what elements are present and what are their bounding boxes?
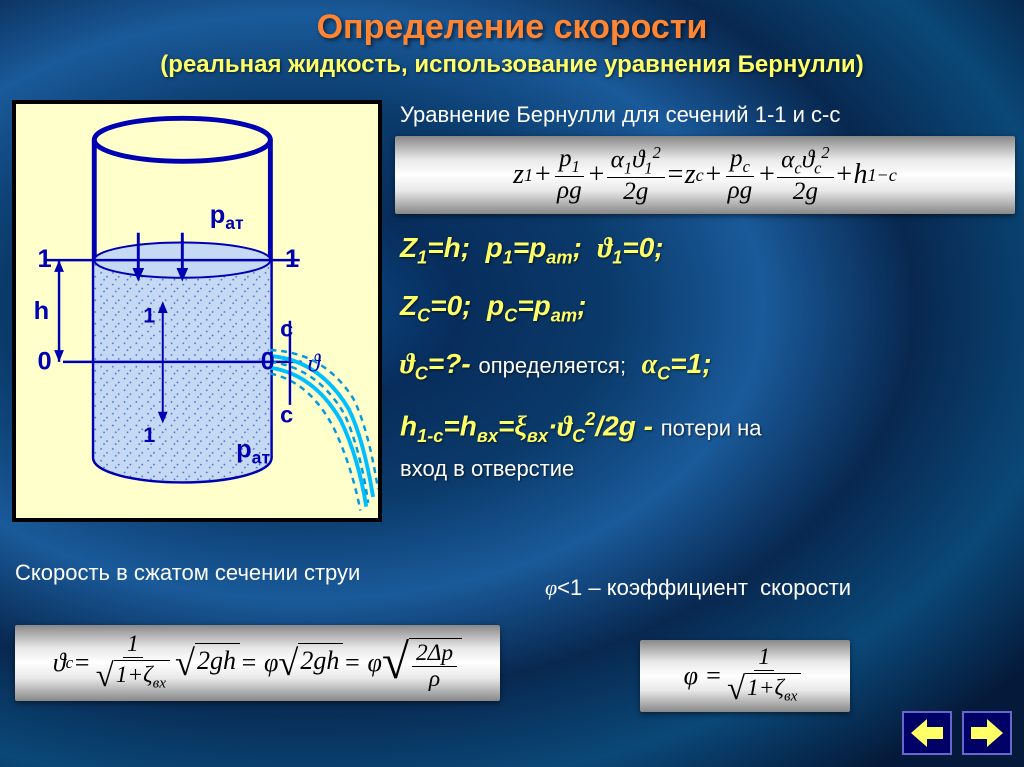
substitution-line-4: h1-c=hвх=ξвх·ϑC2/2g - потери навход в от… [400, 408, 762, 485]
prev-button[interactable] [902, 711, 952, 755]
svg-text:0: 0 [38, 348, 52, 376]
svg-text:с: с [280, 402, 293, 428]
svg-text:1: 1 [143, 423, 155, 447]
substitution-line-3: ϑC=?- определяется; αC=1; [400, 348, 712, 385]
equation-bernoulli: z1 + p1ρg + α1ϑ122g = zc + pcρg + αcϑc22… [395, 136, 1015, 214]
page-subtitle: (реальная жидкость, использование уравне… [0, 47, 1024, 79]
equation-phi: φ = 1√1+ζвх [640, 640, 850, 712]
arrow-right-icon [971, 719, 1003, 747]
tank-diagram: pат 1 1 h 0 0 ϑ с с 1 1 pат [12, 100, 382, 522]
svg-text:h: h [34, 297, 50, 325]
svg-text:1: 1 [285, 245, 299, 273]
svg-text:с: с [280, 315, 293, 341]
svg-text:ϑ: ϑ [308, 349, 322, 378]
arrow-left-icon [911, 719, 943, 747]
svg-text:1: 1 [143, 304, 155, 328]
page-title: Определение скорости [0, 0, 1024, 47]
substitution-line-2: ZC=0; pC=pат; [400, 290, 586, 327]
equation-label: Уравнение Бернулли для сечений 1-1 и с-с [400, 102, 840, 128]
svg-text:0: 0 [261, 348, 275, 376]
substitution-line-1: Z1=h; p1=pат; ϑ1=0; [400, 232, 664, 269]
svg-text:1: 1 [38, 245, 52, 273]
equation-theta-c: ϑc = 1√1+ζвх√2gh = φ√2gh = φ√2Δpρ [15, 625, 500, 701]
svg-text:pат: pат [210, 201, 244, 233]
jet-velocity-label: Скорость в сжатом сечении струи [15, 560, 360, 586]
next-button[interactable] [962, 711, 1012, 755]
phi-coefficient-label: φ<1 – коэффициент скорости [545, 575, 851, 601]
